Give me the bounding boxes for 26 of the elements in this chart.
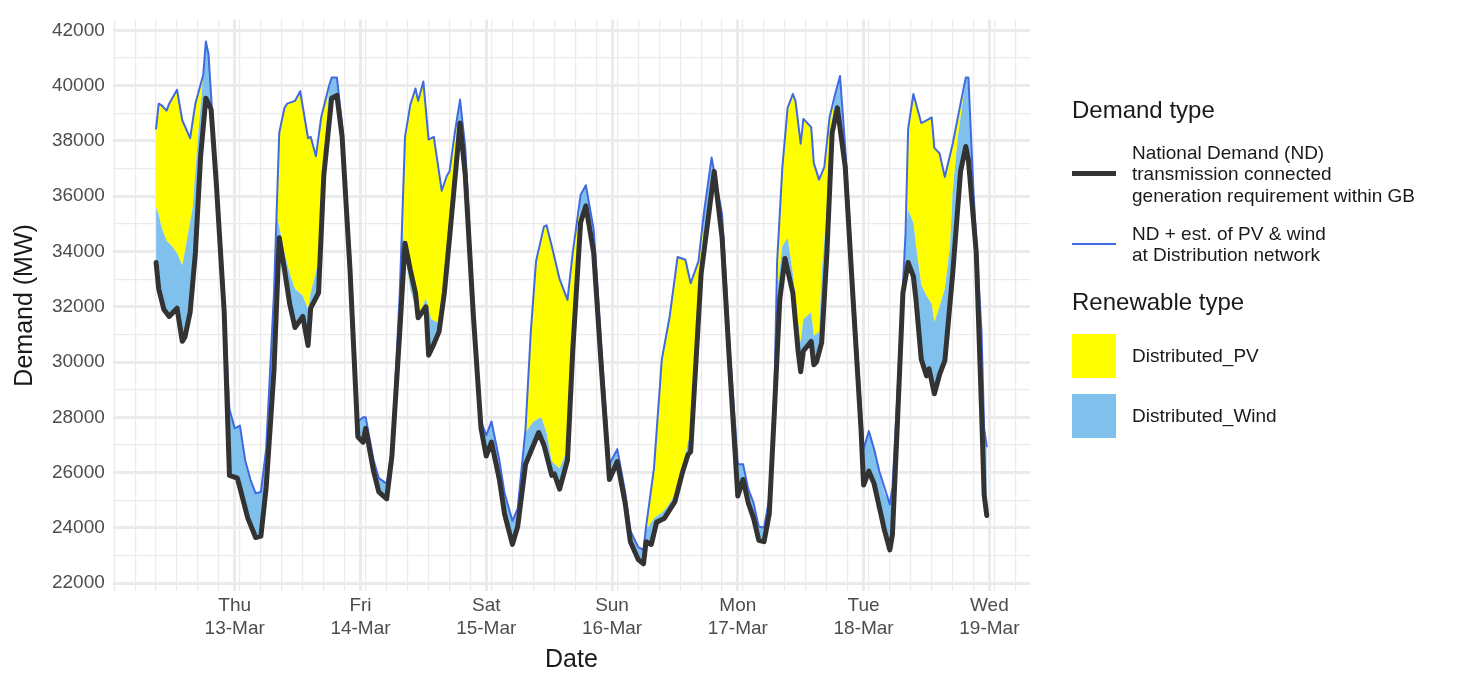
x-tick-label: Tue 18-Mar — [833, 594, 895, 638]
x-tick-label: Sun 16-Mar — [581, 594, 643, 638]
x-tick-label: Wed 19-Mar — [959, 594, 1021, 638]
x-axis-title: Date — [545, 643, 598, 672]
y-tick-label: 42000 — [51, 18, 105, 40]
x-tick-label: Sat 15-Mar — [456, 594, 518, 638]
x-tick-label: Mon 17-Mar — [707, 594, 769, 638]
y-tick-label: 22000 — [51, 571, 105, 593]
y-tick-label: 32000 — [51, 295, 105, 317]
x-tick-label: Fri 14-Mar — [330, 594, 392, 638]
legend-label: Distributed_PV — [1132, 345, 1259, 367]
y-tick-label: 26000 — [51, 460, 105, 482]
y-tick-label: 34000 — [51, 239, 105, 261]
text: Demand type — [1072, 96, 1215, 123]
text: Renewable type — [1072, 287, 1245, 315]
y-tick-label: 36000 — [51, 184, 105, 206]
y-axis-title: Demand (MW) — [8, 224, 37, 387]
legend-label: ND + est. of PV & wind at Distribution network — [1132, 222, 1326, 266]
legend-label: National Demand (ND) transmission connected generation requirement within GB — [1132, 142, 1416, 206]
y-tick-label: 24000 — [51, 516, 105, 538]
x-tick-label: Thu 13-Mar — [204, 594, 266, 638]
legend-label: Distributed_Wind — [1132, 405, 1277, 427]
y-tick-label: 40000 — [51, 73, 105, 95]
y-tick-label: 28000 — [51, 405, 105, 427]
y-tick-label: 30000 — [51, 350, 105, 372]
y-tick-label: 38000 — [51, 129, 105, 151]
